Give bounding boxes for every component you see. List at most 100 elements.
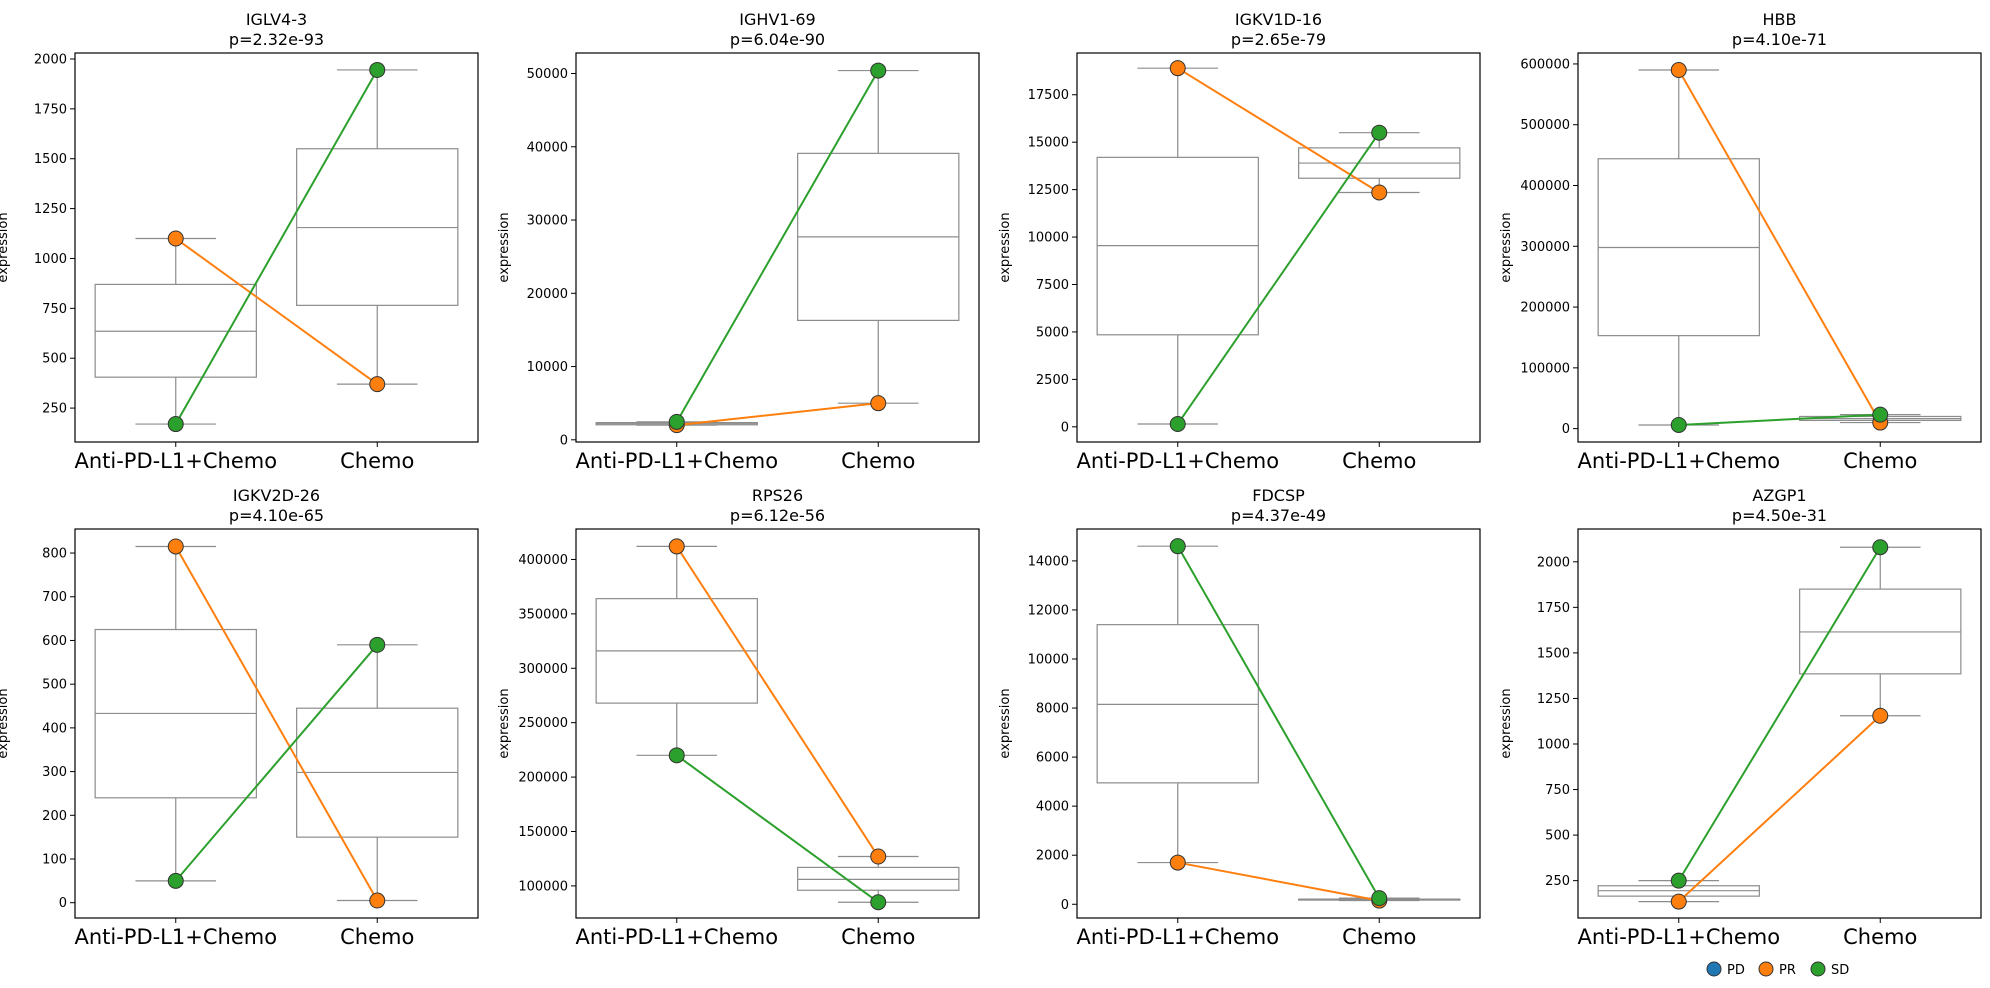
y-tick-label: 17500 bbox=[1028, 88, 1069, 103]
legend-marker-pd bbox=[1706, 961, 1722, 977]
series-line-pr bbox=[1177, 67, 1380, 194]
boxplot-1 bbox=[797, 69, 960, 404]
panel-title: IGHV1-69 bbox=[739, 10, 815, 29]
axes-frame bbox=[1076, 52, 1481, 443]
y-axis-label: expression bbox=[1499, 688, 1514, 758]
data-point-pr bbox=[1670, 893, 1687, 910]
panel-igkv2d-26: IGKV2D-26p=4.10e-65 0 100 200 300 400 500 600 70… bbox=[0, 486, 479, 949]
series-line-pr bbox=[175, 237, 378, 385]
axes-frame bbox=[575, 52, 980, 443]
y-tick-label: 2500 bbox=[1036, 373, 1069, 388]
panel-title: IGKV2D-26 bbox=[233, 486, 320, 505]
y-tick-label: 300000 bbox=[1520, 240, 1570, 255]
y-tick-label: 40000 bbox=[527, 140, 568, 155]
legend-label-pd: PD bbox=[1727, 963, 1745, 978]
data-point-sd bbox=[167, 416, 184, 433]
y-tick-label: 400000 bbox=[518, 553, 568, 568]
data-point-pr bbox=[668, 538, 685, 555]
y-tick-label: 750 bbox=[42, 302, 67, 317]
data-point-sd bbox=[1872, 406, 1889, 423]
panel-igkv1d-16: IGKV1D-16p=2.65e-79 0 2500 5000 7500 10000 125… bbox=[998, 10, 1481, 473]
y-tick-label: 1500 bbox=[1537, 646, 1570, 661]
series-line-sd bbox=[1678, 413, 1881, 426]
data-point-pr bbox=[369, 376, 386, 393]
y-tick-label: 12000 bbox=[1028, 603, 1069, 618]
panel-title: HBB bbox=[1763, 10, 1797, 29]
panel-title: IGLV4-3 bbox=[246, 10, 307, 29]
boxplot-0 bbox=[1096, 67, 1259, 425]
y-tick-label: 0 bbox=[1061, 420, 1069, 435]
y-tick-label: 200000 bbox=[518, 771, 568, 786]
series-line-pr bbox=[174, 545, 379, 902]
panel-pvalue: p=4.50e-31 bbox=[1732, 506, 1827, 525]
series-line-pr bbox=[1678, 715, 1881, 903]
x-tick-label: Anti-PD-L1+Chemo bbox=[575, 925, 778, 949]
x-tick-label: Anti-PD-L1+Chemo bbox=[1076, 449, 1279, 473]
data-point-sd bbox=[870, 894, 887, 911]
box-iqr bbox=[1096, 624, 1259, 784]
x-tick-label: Chemo bbox=[841, 925, 915, 949]
data-point-sd bbox=[1670, 872, 1687, 889]
y-tick-label: 600 bbox=[42, 634, 67, 649]
data-point-sd bbox=[369, 636, 386, 653]
data-point-sd bbox=[668, 413, 685, 430]
axes-frame bbox=[1577, 52, 1982, 443]
legend-label-sd: SD bbox=[1831, 963, 1849, 978]
panel-title: FDCSP bbox=[1252, 486, 1305, 505]
x-tick-label: Anti-PD-L1+Chemo bbox=[74, 925, 277, 949]
y-tick-label: 0 bbox=[1061, 898, 1069, 913]
panel-pvalue: p=4.10e-71 bbox=[1732, 30, 1827, 49]
y-tick-label: 1000 bbox=[34, 252, 67, 267]
y-tick-label: 4000 bbox=[1036, 800, 1069, 815]
data-point-pr bbox=[1371, 184, 1388, 201]
panel-title: RPS26 bbox=[752, 486, 803, 505]
data-point-sd bbox=[1371, 124, 1388, 141]
data-point-pr bbox=[1169, 60, 1186, 77]
series-line-sd bbox=[174, 69, 379, 425]
y-tick-label: 30000 bbox=[527, 214, 568, 229]
data-point-pr bbox=[167, 538, 184, 555]
panel-pvalue: p=4.10e-65 bbox=[229, 506, 324, 525]
x-tick-label: Chemo bbox=[1342, 925, 1416, 949]
y-tick-label: 200 bbox=[42, 809, 67, 824]
y-tick-label: 14000 bbox=[1028, 554, 1069, 569]
y-tick-label: 250000 bbox=[518, 716, 568, 731]
data-point-sd bbox=[1872, 539, 1889, 556]
axes-frame bbox=[74, 528, 479, 919]
y-tick-label: 0 bbox=[59, 896, 67, 911]
data-point-pr bbox=[870, 395, 887, 412]
panel-pvalue: p=4.37e-49 bbox=[1231, 506, 1326, 525]
y-tick-label: 700 bbox=[42, 590, 67, 605]
y-tick-label: 500000 bbox=[1520, 118, 1570, 133]
series-line-sd bbox=[676, 754, 879, 904]
series-line-pr bbox=[1677, 69, 1882, 424]
y-tick-label: 100 bbox=[42, 852, 67, 867]
panel-pvalue: p=6.04e-90 bbox=[730, 30, 825, 49]
panel-iglv4-3: IGLV4-3p=2.32e-93 250 500 750 1000 1250 1500 17… bbox=[0, 10, 479, 473]
series-line-pr bbox=[675, 545, 880, 858]
y-tick-label: 300 bbox=[42, 765, 67, 780]
data-point-sd bbox=[167, 872, 184, 889]
y-tick-label: 2000 bbox=[34, 52, 67, 67]
x-tick-label: Anti-PD-L1+Chemo bbox=[74, 449, 277, 473]
series-line-sd bbox=[1677, 546, 1882, 882]
data-point-sd bbox=[1371, 890, 1388, 907]
y-tick-label: 400000 bbox=[1520, 179, 1570, 194]
y-tick-label: 1250 bbox=[34, 202, 67, 217]
axes-frame bbox=[74, 52, 479, 443]
boxplot-0 bbox=[1096, 545, 1259, 864]
y-tick-label: 12500 bbox=[1028, 183, 1069, 198]
data-point-sd bbox=[870, 62, 887, 79]
y-tick-label: 250 bbox=[42, 402, 67, 417]
panel-pvalue: p=2.65e-79 bbox=[1231, 30, 1326, 49]
y-axis-label: expression bbox=[998, 688, 1013, 758]
y-axis-label: expression bbox=[497, 212, 512, 282]
y-tick-label: 2000 bbox=[1537, 555, 1570, 570]
data-point-pr bbox=[1169, 854, 1186, 871]
y-tick-label: 500 bbox=[42, 352, 67, 367]
y-tick-label: 5000 bbox=[1036, 325, 1069, 340]
legend: PD PR SD bbox=[1706, 961, 1849, 978]
